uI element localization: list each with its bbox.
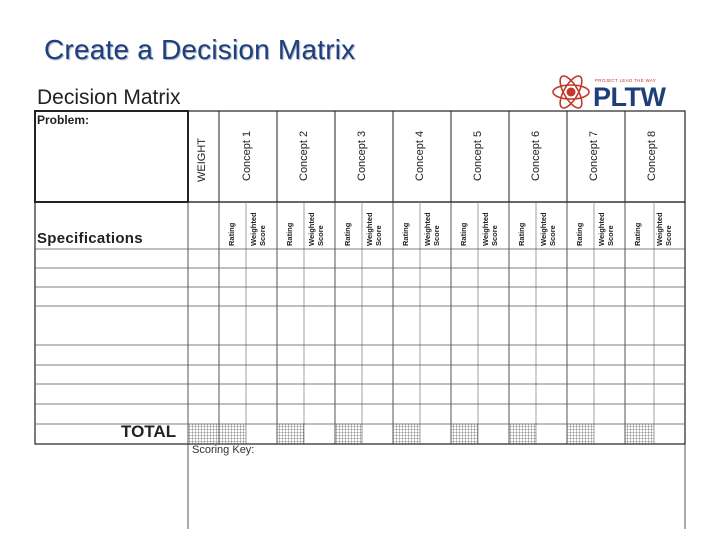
concept-8-header: Concept 8 [646,130,658,181]
weighted-score-line1: Weighted [249,212,258,246]
weighted-score-line2: Score [548,225,557,246]
logo-tagline: PROJECT LEAD THE WAY [595,78,657,83]
sheet-title: Decision Matrix [37,86,181,109]
concept-4-header: Concept 4 [414,130,426,181]
concept-2-header: Concept 2 [298,130,310,181]
concept-5-header: Concept 5 [472,130,484,181]
weighted-score-line2: Score [490,225,499,246]
weighted-score-header: Weighted Score [481,212,499,246]
weighted-score-header: Weighted Score [423,212,441,246]
total-hatch-cells [188,424,654,444]
weighted-score-line2: Score [664,225,673,246]
rating-header: Rating [227,222,236,246]
problem-label: Problem: [37,113,90,127]
weighted-score-line1: Weighted [539,212,548,246]
scoring-key-label: Scoring Key: [192,444,255,456]
weighted-score-line1: Weighted [655,212,664,246]
atom-icon [552,75,590,109]
pltw-logo: PROJECT LEAD THE WAY PLTW [549,70,685,114]
header-box [187,110,686,203]
rating-header: Rating [343,222,352,246]
slide-title: Create a Decision Matrix [44,34,356,65]
rating-header: Rating [285,222,294,246]
concept-6-header: Concept 6 [530,130,542,181]
weighted-score-line2: Score [258,225,267,246]
weighted-score-line1: Weighted [597,212,606,246]
rating-header: Rating [575,222,584,246]
weighted-score-line2: Score [374,225,383,246]
rating-header: Rating [401,222,410,246]
weighted-score-header: Weighted Score [249,212,267,246]
specifications-label: Specifications [37,230,143,247]
weight-header: WEIGHT [196,138,208,182]
concept-3-header: Concept 3 [356,130,368,181]
concept-1-header: Concept 1 [241,130,253,181]
weighted-score-line1: Weighted [365,212,374,246]
weighted-score-header: Weighted Score [365,212,383,246]
weighted-score-line1: Weighted [481,212,490,246]
weighted-score-header: Weighted Score [597,212,615,246]
concept-7-header: Concept 7 [588,130,600,181]
weighted-score-header: Weighted Score [307,212,325,246]
weighted-score-line2: Score [606,225,615,246]
weighted-score-line1: Weighted [423,212,432,246]
rating-header: Rating [517,222,526,246]
weighted-score-header: Weighted Score [539,212,557,246]
total-label: TOTAL [121,422,177,441]
logo-brand: PLTW [593,82,666,112]
weighted-score-line2: Score [316,225,325,246]
rating-header: Rating [633,222,642,246]
rating-header: Rating [459,222,468,246]
weighted-score-header: Weighted Score [655,212,673,246]
weighted-score-line2: Score [432,225,441,246]
weighted-score-line1: Weighted [307,212,316,246]
